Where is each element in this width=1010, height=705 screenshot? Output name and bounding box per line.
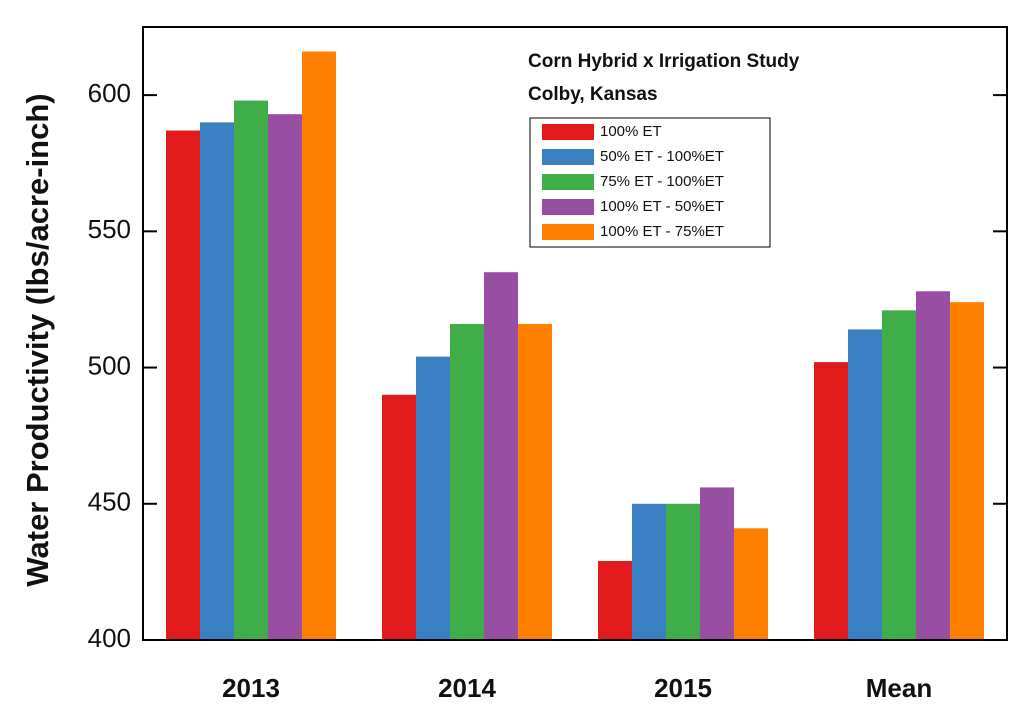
bar bbox=[166, 130, 200, 641]
y-tick-label: 400 bbox=[88, 623, 131, 653]
x-tick-label: 2013 bbox=[222, 673, 280, 703]
y-axis-label: Water Productivity (lbs/acre-inch) bbox=[20, 93, 55, 586]
legend-label: 75% ET - 100%ET bbox=[600, 173, 724, 190]
bar bbox=[416, 356, 450, 640]
bar bbox=[484, 272, 518, 640]
legend-swatch bbox=[542, 199, 594, 215]
bar bbox=[234, 100, 268, 640]
bar bbox=[518, 323, 552, 640]
legend-swatch bbox=[542, 174, 594, 190]
bar bbox=[382, 394, 416, 640]
bar bbox=[950, 302, 984, 640]
bar bbox=[450, 323, 484, 640]
chart-subtitle: Colby, Kansas bbox=[528, 84, 658, 105]
legend-swatch bbox=[542, 124, 594, 140]
legend-label: 100% ET - 50%ET bbox=[600, 198, 724, 215]
y-tick-label: 550 bbox=[88, 214, 131, 244]
legend-swatch bbox=[542, 224, 594, 240]
bar bbox=[666, 503, 700, 640]
legend-swatch bbox=[542, 149, 594, 165]
x-tick-label: Mean bbox=[866, 673, 932, 703]
bar bbox=[302, 51, 336, 640]
legend-label: 50% ET - 100%ET bbox=[600, 148, 724, 165]
plot-frame bbox=[142, 26, 1008, 641]
bar bbox=[700, 487, 734, 640]
y-tick-label: 450 bbox=[88, 487, 131, 517]
bar bbox=[848, 329, 882, 640]
bar bbox=[268, 114, 302, 640]
bar bbox=[598, 560, 632, 640]
legend-label: 100% ET - 75%ET bbox=[600, 223, 724, 240]
bar bbox=[734, 528, 768, 640]
x-tick-label: 2014 bbox=[438, 673, 496, 703]
y-tick-label: 600 bbox=[88, 78, 131, 108]
chart-title: Corn Hybrid x Irrigation Study bbox=[528, 51, 800, 72]
x-tick-label: 2015 bbox=[654, 673, 712, 703]
legend-label: 100% ET bbox=[600, 123, 662, 140]
bar bbox=[200, 122, 234, 641]
bar bbox=[632, 503, 666, 640]
y-tick-label: 500 bbox=[88, 350, 131, 380]
bar bbox=[882, 310, 916, 640]
bar bbox=[916, 291, 950, 640]
bar bbox=[814, 362, 848, 640]
